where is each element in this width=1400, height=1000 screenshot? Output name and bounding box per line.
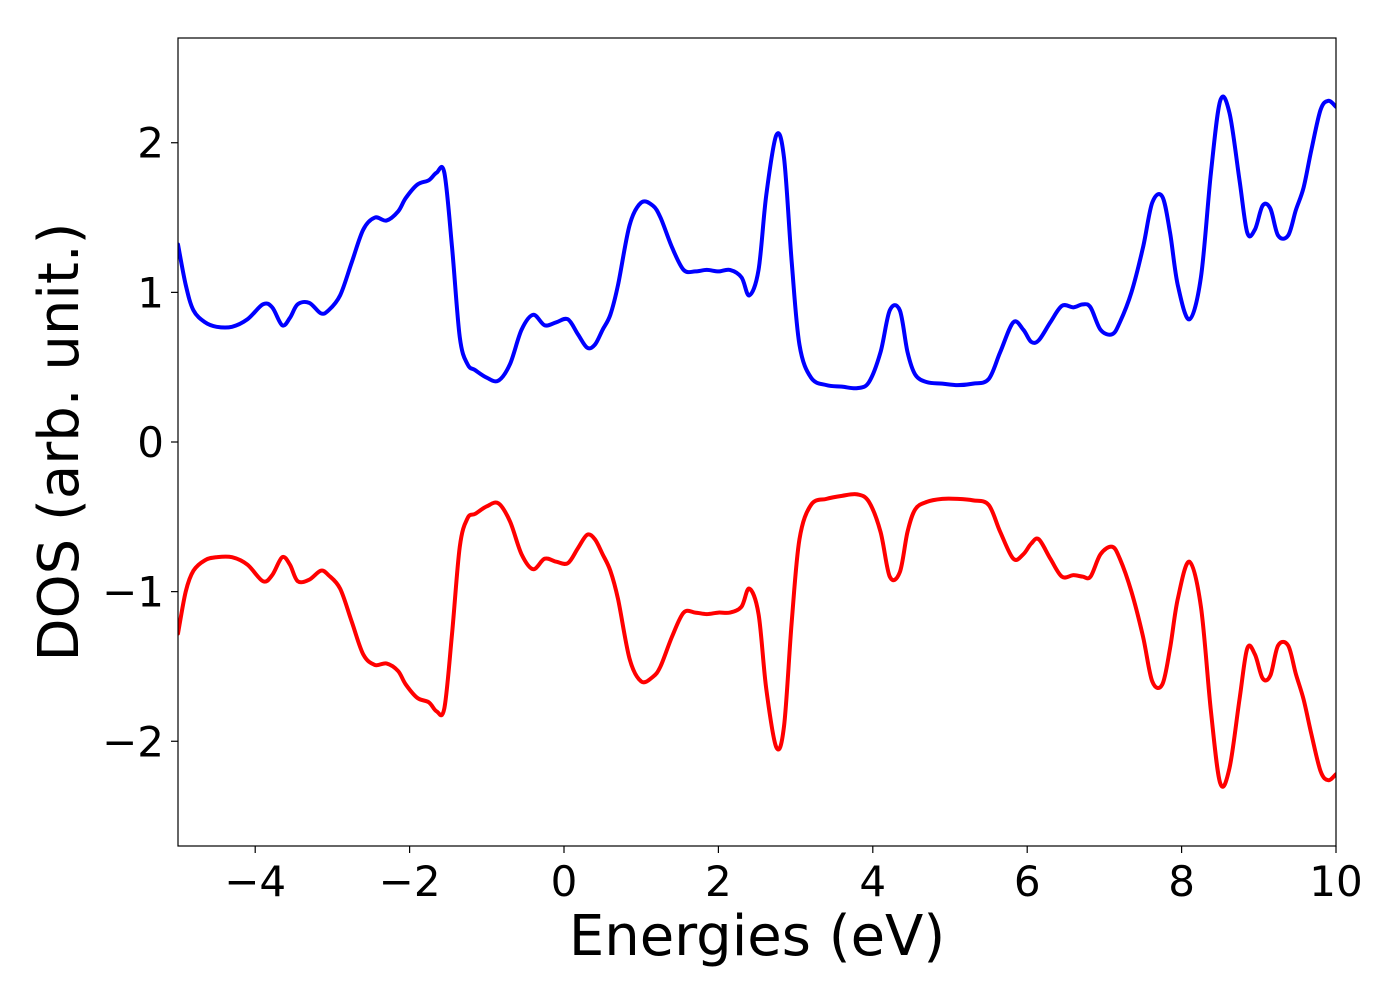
series-layer xyxy=(178,94,1336,789)
x-axis: −4 −2 0 2 4 6 8 10 xyxy=(224,846,1363,906)
dos-spin-down-line xyxy=(178,492,1336,789)
dos-spin-up-line xyxy=(178,94,1336,391)
y-tick-label: 2 xyxy=(137,119,164,168)
plot-frame xyxy=(177,37,1337,847)
x-tick-label: 4 xyxy=(859,857,886,906)
x-tick-label: −2 xyxy=(379,857,441,906)
y-tick-label: −1 xyxy=(102,568,164,617)
x-tick-label: 6 xyxy=(1014,857,1041,906)
y-tick-label: −2 xyxy=(102,717,164,766)
x-tick-label: 10 xyxy=(1309,857,1362,906)
y-axis-label: DOS (arb. unit.) xyxy=(27,222,92,661)
y-axis: 2 1 0 −1 −2 xyxy=(102,119,178,766)
y-tick-label: 1 xyxy=(137,268,164,317)
x-tick-label: −4 xyxy=(224,857,286,906)
y-tick-label: 0 xyxy=(137,418,164,467)
x-tick-label: 0 xyxy=(551,857,578,906)
x-axis-label: Energies (eV) xyxy=(569,904,945,969)
x-tick-label: 8 xyxy=(1168,857,1195,906)
x-tick-label: 2 xyxy=(705,857,732,906)
